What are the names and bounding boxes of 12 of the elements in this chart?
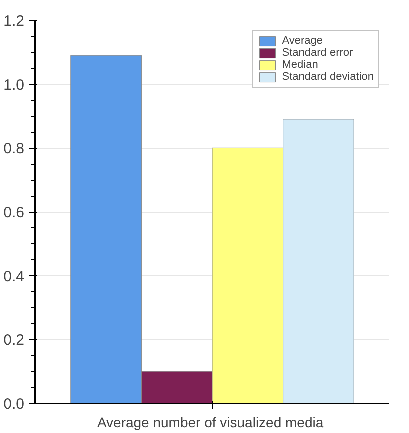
x-tick-label: Average number of visualized media [97,414,324,430]
y-tick-label: 0.6 [4,204,25,222]
legend-label: Average [282,35,324,47]
y-tick-label: 0.4 [4,268,25,286]
y-tick-label: 0.0 [4,396,25,413]
legend-label: Standard error [282,47,354,59]
y-tick-label: 0.2 [4,332,25,350]
y-tick-label: 1.2 [4,13,25,30]
y-tick-label: 0.8 [4,140,25,158]
legend-label: Median [282,59,318,71]
legend-label: Standard deviation [282,71,374,83]
y-tick-label: 1.0 [4,76,25,94]
